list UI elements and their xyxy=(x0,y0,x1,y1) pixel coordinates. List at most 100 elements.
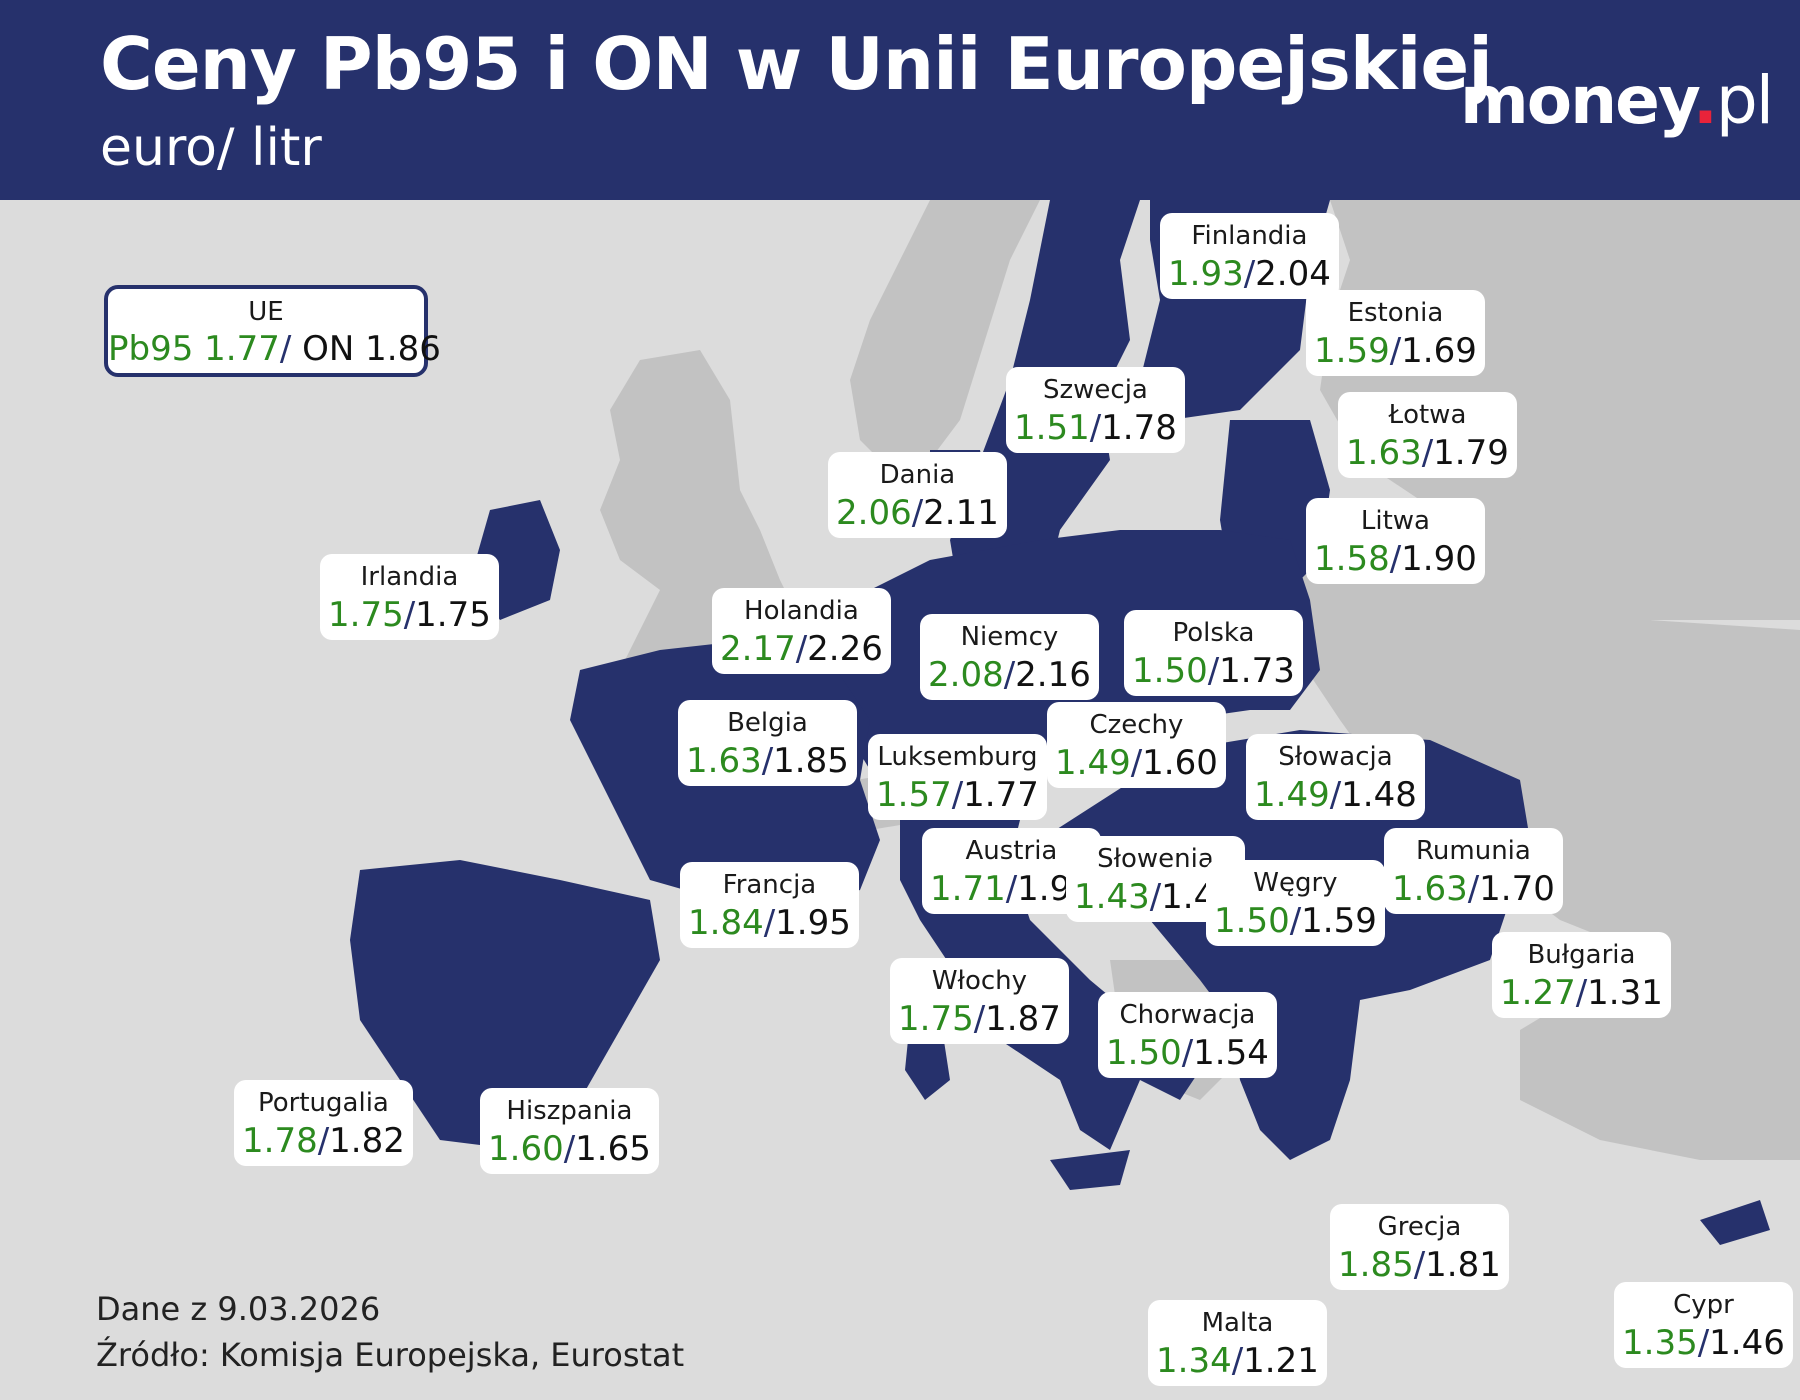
on-price: 1.69 xyxy=(1401,331,1477,371)
eu-on-value: 1.86 xyxy=(365,329,441,369)
brand-logo-dot: . xyxy=(1692,62,1718,139)
pb95-price: 1.58 xyxy=(1314,539,1390,579)
price-separator: / xyxy=(763,903,776,943)
country-label-chorwacja: Chorwacja 1.50/1.54 xyxy=(1098,992,1277,1078)
country-name: Finlandia xyxy=(1191,221,1308,251)
header-banner: Ceny Pb95 i ON w Unii Europejskiej euro/… xyxy=(0,0,1800,200)
on-price: 1.81 xyxy=(1425,1245,1501,1285)
brand-logo-tld: pl xyxy=(1715,62,1774,139)
country-prices: 1.50/1.59 xyxy=(1214,900,1377,942)
country-prices: 2.17/2.26 xyxy=(720,628,883,670)
country-name: Grecja xyxy=(1377,1212,1462,1242)
country-prices: 1.63/1.70 xyxy=(1392,868,1555,910)
page-title: Ceny Pb95 i ON w Unii Europejskiej xyxy=(100,22,1493,106)
country-name: Bułgaria xyxy=(1527,940,1636,970)
pb95-price: 1.35 xyxy=(1622,1323,1698,1363)
country-prices: 1.59/1.69 xyxy=(1314,330,1477,372)
country-label-hiszpania: Hiszpania 1.60/1.65 xyxy=(480,1088,659,1174)
land-sicily xyxy=(1050,1150,1130,1190)
country-name: Włochy xyxy=(931,966,1028,996)
pb95-price: 1.59 xyxy=(1314,331,1390,371)
pb95-price: 1.50 xyxy=(1106,1033,1182,1073)
country-name: Francja xyxy=(722,870,817,900)
footer-source: Źródło: Komisja Europejska, Eurostat xyxy=(96,1336,685,1374)
country-name: Rumunia xyxy=(1416,836,1531,866)
pb95-price: 2.17 xyxy=(720,629,796,669)
country-prices: 1.27/1.31 xyxy=(1500,972,1663,1014)
page-subtitle: euro/ litr xyxy=(100,118,322,178)
country-prices: 1.50/1.73 xyxy=(1132,650,1295,692)
eu-on-label: ON xyxy=(302,329,355,369)
price-separator: / xyxy=(1421,433,1434,473)
country-label-rumunia: Rumunia 1.63/1.70 xyxy=(1384,828,1563,914)
country-prices: 1.85/1.81 xyxy=(1338,1244,1501,1286)
country-label-wegry: Węgry 1.50/1.59 xyxy=(1206,860,1385,946)
country-prices: 1.63/1.85 xyxy=(686,740,849,782)
on-price: 2.11 xyxy=(923,493,999,533)
country-prices: 1.78/1.82 xyxy=(242,1120,405,1162)
country-label-lotwa: Łotwa 1.63/1.79 xyxy=(1338,392,1517,478)
pb95-price: 1.34 xyxy=(1156,1341,1232,1381)
price-separator: / xyxy=(1329,775,1342,815)
price-separator: / xyxy=(1413,1245,1426,1285)
country-prices: 2.08/2.16 xyxy=(928,654,1091,696)
on-price: 1.70 xyxy=(1479,869,1555,909)
price-separator: / xyxy=(1289,901,1302,941)
on-price: 2.26 xyxy=(807,629,883,669)
pb95-price: 1.75 xyxy=(898,999,974,1039)
country-label-francja: Francja 1.84/1.95 xyxy=(680,862,859,948)
country-prices: 1.49/1.48 xyxy=(1254,774,1417,816)
on-price: 1.60 xyxy=(1142,743,1218,783)
price-separator: / xyxy=(563,1129,576,1169)
country-label-estonia: Estonia 1.59/1.69 xyxy=(1306,290,1485,376)
on-price: 1.73 xyxy=(1219,651,1295,691)
pb95-price: 1.49 xyxy=(1055,743,1131,783)
country-prices: 1.43/1.46 xyxy=(1074,876,1237,918)
country-label-wlochy: Włochy 1.75/1.87 xyxy=(890,958,1069,1044)
price-separator: / xyxy=(1089,408,1102,448)
country-name: Szwecja xyxy=(1043,375,1148,405)
country-name: Słowacja xyxy=(1278,742,1393,772)
land-iberia xyxy=(350,860,660,1150)
country-name: Hiszpania xyxy=(506,1096,633,1126)
price-separator: / xyxy=(761,741,774,781)
eu-average-values: Pb95 1.77/ ON 1.86 xyxy=(108,329,441,369)
pb95-price: 1.63 xyxy=(1346,433,1422,473)
country-prices: 1.35/1.46 xyxy=(1622,1322,1785,1364)
on-price: 1.54 xyxy=(1193,1033,1269,1073)
eu-average-label: UE xyxy=(248,297,284,327)
country-name: Polska xyxy=(1172,618,1255,648)
on-price: 1.95 xyxy=(775,903,851,943)
country-name: Luksemburg xyxy=(877,742,1038,772)
country-label-luksemburg: Luksemburg 1.57/1.77 xyxy=(868,734,1047,820)
on-price: 1.59 xyxy=(1301,901,1377,941)
country-name: Cypr xyxy=(1673,1290,1734,1320)
country-label-portugalia: Portugalia 1.78/1.82 xyxy=(234,1080,413,1166)
on-price: 1.75 xyxy=(415,595,491,635)
on-price: 1.90 xyxy=(1401,539,1477,579)
pb95-price: 1.57 xyxy=(876,775,952,815)
land-belarus-ukraine xyxy=(1280,500,1800,960)
country-label-dania: Dania 2.06/2.11 xyxy=(828,452,1007,538)
price-separator: / xyxy=(317,1121,330,1161)
price-separator: / xyxy=(1243,254,1256,294)
country-label-niemcy: Niemcy 2.08/2.16 xyxy=(920,614,1099,700)
pb95-price: 1.50 xyxy=(1214,901,1290,941)
eu-average-box: UE Pb95 1.77/ ON 1.86 xyxy=(104,285,441,377)
country-label-belgia: Belgia 1.63/1.85 xyxy=(678,700,857,786)
on-price: 1.65 xyxy=(575,1129,651,1169)
pb95-price: 1.27 xyxy=(1500,973,1576,1013)
price-separator: / xyxy=(911,493,924,533)
country-prices: 1.84/1.95 xyxy=(688,902,851,944)
pb95-price: 1.60 xyxy=(488,1129,564,1169)
country-label-grecja: Grecja 1.85/1.81 xyxy=(1330,1204,1509,1290)
price-separator: / xyxy=(1389,331,1402,371)
price-separator: / xyxy=(1005,869,1018,909)
pb95-price: 2.08 xyxy=(928,655,1004,695)
pb95-price: 1.93 xyxy=(1168,254,1244,294)
country-name: Belgia xyxy=(727,708,808,738)
price-separator: / xyxy=(1575,973,1588,1013)
price-separator: / xyxy=(1389,539,1402,579)
country-label-cypr: Cypr 1.35/1.46 xyxy=(1614,1282,1793,1368)
country-prices: 1.57/1.77 xyxy=(876,774,1039,816)
